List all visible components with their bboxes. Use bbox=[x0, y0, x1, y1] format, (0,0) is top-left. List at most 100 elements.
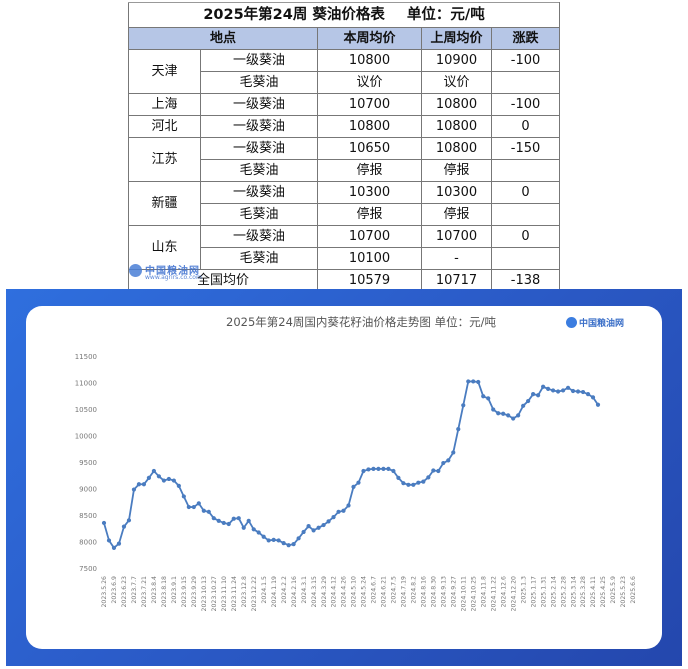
x-axis: 2023.5.26 2023.6.9 2023.6.23 2023.7.7 2023.7… bbox=[101, 576, 637, 611]
y-tick-label: 11000 bbox=[75, 380, 97, 388]
data-point bbox=[481, 394, 486, 399]
data-point bbox=[536, 393, 541, 398]
table-row: 毛葵油 停报 停报 bbox=[129, 159, 561, 182]
table-row: 毛葵油 10100- bbox=[129, 247, 561, 270]
table-title-cell: 2025年第24周 葵油价格表 单位：元/吨 bbox=[127, 2, 561, 28]
cell-region: 江苏 bbox=[128, 137, 201, 182]
data-point bbox=[266, 538, 271, 543]
data-point bbox=[516, 413, 521, 418]
data-point bbox=[466, 379, 471, 384]
data-point bbox=[336, 509, 341, 514]
data-point bbox=[526, 398, 531, 404]
data-point bbox=[176, 483, 181, 488]
data-point bbox=[161, 478, 166, 483]
data-point bbox=[181, 494, 186, 499]
data-point bbox=[111, 545, 117, 550]
data-point bbox=[451, 450, 456, 455]
chart-logo-text: 中国粮油网 bbox=[579, 319, 625, 329]
data-point bbox=[555, 389, 561, 394]
x-tick-label: 2025.1.17 bbox=[530, 576, 537, 608]
x-tick-label: 2024.8.30 bbox=[431, 576, 438, 608]
data-point bbox=[151, 468, 156, 474]
x-tick-label: 2024.1.19 bbox=[271, 576, 278, 608]
x-tick-label: 2024.6.21 bbox=[381, 576, 388, 608]
x-tick-label: 2023.6.23 bbox=[121, 576, 128, 608]
data-point bbox=[211, 516, 216, 521]
table-row: 上海 一级葵油 10700 10800 -100 bbox=[128, 93, 561, 116]
x-tick-label: 2024.4.26 bbox=[341, 576, 348, 608]
x-tick-label: 2025.2.28 bbox=[560, 576, 567, 608]
x-tick-label: 2024.2.16 bbox=[291, 576, 298, 608]
data-point bbox=[101, 520, 107, 526]
table-row: 河北 一级葵油 10800 10800 0 bbox=[128, 115, 561, 138]
y-tick-label: 11500 bbox=[75, 353, 97, 361]
data-point bbox=[461, 403, 466, 408]
table-title-row: 2025年第24周 葵油价格表 单位：元/吨 bbox=[127, 2, 561, 28]
data-point bbox=[331, 515, 336, 520]
x-tick-label: 2025.3.14 bbox=[570, 576, 577, 608]
x-tick-label: 2024.7.19 bbox=[401, 576, 408, 608]
table-row: 毛葵油 议价 议价 bbox=[129, 71, 561, 94]
data-point bbox=[386, 466, 391, 471]
data-point bbox=[281, 540, 286, 546]
data-point bbox=[421, 479, 426, 484]
x-tick-label: 2023.6.9 bbox=[111, 576, 118, 604]
data-point bbox=[590, 395, 596, 400]
cell-product: 一级葵油 bbox=[200, 225, 318, 248]
x-tick-label: 2025.2.14 bbox=[550, 576, 557, 608]
data-point bbox=[531, 392, 536, 397]
x-tick-label: 2024.8.2 bbox=[411, 576, 418, 604]
data-point bbox=[321, 522, 326, 528]
data-point bbox=[376, 466, 381, 471]
data-point bbox=[326, 519, 331, 524]
data-point bbox=[226, 521, 231, 527]
table-body: 天津 一级葵油 10800 10900 -100 毛葵油 议价 议价 上海 一级葵油 10700 10… bbox=[128, 49, 561, 270]
data-point bbox=[391, 468, 396, 474]
data-point bbox=[121, 524, 127, 529]
x-tick-label: 2024.9.13 bbox=[441, 576, 448, 608]
x-tick-label: 2023.12.22 bbox=[251, 576, 258, 611]
x-tick-label: 2024.5.24 bbox=[361, 576, 368, 608]
data-point bbox=[131, 487, 137, 492]
data-point bbox=[261, 534, 266, 539]
data-point bbox=[496, 411, 501, 416]
y-tick-label: 9000 bbox=[79, 486, 97, 494]
x-tick-label: 2024.3.29 bbox=[321, 576, 328, 608]
data-point bbox=[196, 501, 201, 506]
data-point bbox=[431, 468, 436, 473]
y-tick-label: 8500 bbox=[79, 512, 97, 520]
cell-this-week: 停报 bbox=[317, 159, 422, 182]
data-point bbox=[446, 458, 451, 463]
x-tick-label: 2024.3.1 bbox=[301, 576, 308, 604]
table-title: 2025年第24周 葵油价格表 bbox=[203, 6, 385, 23]
cell-product: 毛葵油 bbox=[200, 159, 318, 182]
data-point bbox=[411, 482, 416, 487]
y-tick-label: 10000 bbox=[75, 433, 97, 441]
x-tick-label: 2023.12.8 bbox=[241, 576, 248, 608]
series-line bbox=[103, 380, 599, 549]
cell-last-week: 10700 bbox=[421, 225, 492, 248]
chart-logo: 中国粮油网 bbox=[566, 315, 646, 331]
data-point bbox=[381, 466, 386, 471]
x-tick-label: 2024.9.27 bbox=[450, 576, 457, 608]
data-point bbox=[146, 475, 152, 480]
data-point bbox=[206, 509, 211, 514]
data-point bbox=[221, 520, 226, 526]
cell-region: 山东 bbox=[128, 225, 201, 270]
data-point bbox=[595, 402, 601, 407]
x-tick-label: 2025.4.11 bbox=[590, 576, 597, 608]
data-point bbox=[550, 388, 556, 393]
x-tick-label: 2023.7.21 bbox=[141, 576, 148, 608]
data-point bbox=[136, 482, 142, 487]
x-tick-label: 2025.1.31 bbox=[540, 576, 547, 608]
x-tick-label: 2025.4.25 bbox=[600, 576, 607, 608]
series-layer bbox=[101, 379, 601, 550]
data-point bbox=[246, 518, 251, 523]
data-point bbox=[426, 475, 431, 480]
data-point bbox=[286, 543, 291, 548]
data-point bbox=[486, 396, 491, 401]
y-axis: 7500 8000 8500 9000 9500 10000 10500 11000 11500 bbox=[75, 353, 97, 573]
data-point bbox=[546, 386, 551, 391]
data-point bbox=[271, 537, 276, 543]
data-point bbox=[406, 482, 411, 487]
